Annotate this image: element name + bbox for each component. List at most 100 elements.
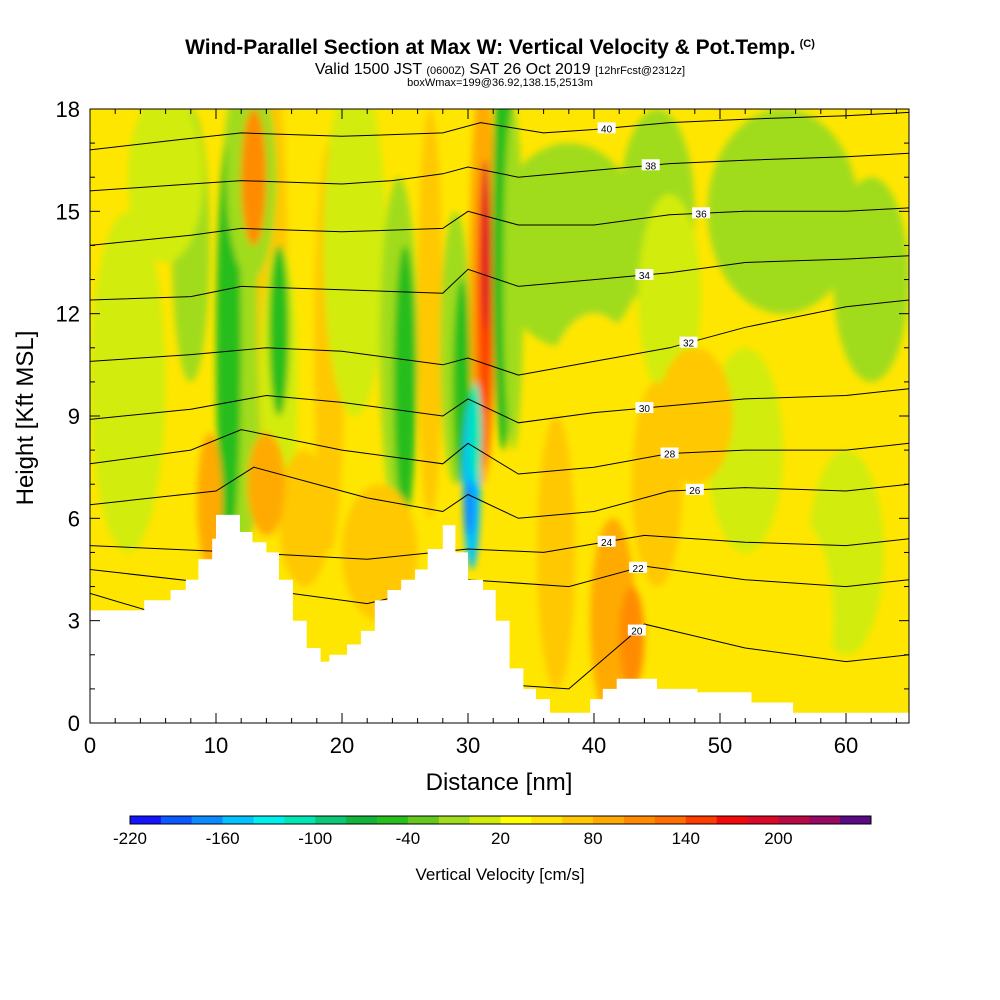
colorbar-swatch	[222, 816, 254, 824]
contour-label: 32	[683, 339, 695, 350]
contour-label: 28	[664, 450, 676, 461]
contour-label: 24	[601, 538, 613, 549]
velocity-cell	[342, 484, 418, 621]
colorbar-swatch	[809, 816, 841, 824]
colorbar-swatch	[130, 816, 162, 824]
contour-label: 40	[601, 124, 613, 135]
title-mark: (C)	[799, 38, 815, 50]
contour-label-bg	[597, 122, 616, 134]
terrain	[90, 514, 909, 723]
contour-label-bg	[679, 336, 698, 348]
terrain-mask	[90, 514, 909, 723]
velocity-cell	[279, 450, 330, 587]
theta-contour-line	[90, 466, 909, 519]
colorbar-title: Vertical Velocity [cm/s]	[415, 865, 584, 884]
y-tick-label: 0	[68, 711, 80, 736]
contour-label: 36	[696, 209, 708, 220]
theta-contour-line	[90, 299, 909, 376]
velocity-cell	[503, 109, 524, 451]
colorbar-swatch	[346, 816, 378, 824]
contour-label-bg	[635, 402, 654, 414]
velocity-cell	[127, 109, 204, 263]
velocity-cell	[268, 245, 290, 416]
contour-label: 26	[689, 486, 701, 497]
colorbar-swatch	[315, 816, 347, 824]
velocity-cell	[464, 480, 475, 536]
colorbar-tick-label: -100	[298, 829, 332, 848]
theta-contour-line	[90, 207, 909, 246]
contour-label-bg	[660, 447, 679, 459]
y-tick-label: 15	[56, 199, 80, 224]
contour-label-bg	[692, 207, 711, 219]
colorbar-swatch	[778, 816, 810, 824]
forecast-info: [12hrFcst@2312z]	[595, 65, 686, 77]
colorbar-swatch	[284, 816, 316, 824]
y-tick-label: 6	[68, 506, 80, 531]
contour-label-bg	[641, 159, 660, 171]
velocity-cell	[417, 109, 443, 519]
colorbar-swatch	[377, 816, 409, 824]
contour-label: 34	[639, 271, 651, 282]
colorbar-swatch	[253, 816, 285, 824]
x-axis-label: Distance [nm]	[426, 769, 573, 796]
velocity-cell	[638, 194, 702, 399]
colorbar-tick-label: 80	[584, 829, 603, 848]
colorbar-tick-label: -40	[396, 829, 421, 848]
contour-label: 20	[631, 627, 643, 638]
y-tick-label: 3	[68, 609, 80, 634]
contour-label-bg	[685, 483, 704, 495]
valid-date: SAT 26 Oct 2019	[469, 61, 591, 78]
x-tick-label: 0	[84, 733, 96, 758]
colorbar-swatch	[500, 816, 532, 824]
velocity-cell	[247, 433, 286, 536]
velocity-cell	[323, 109, 387, 416]
theta-contour-line	[90, 429, 909, 475]
velocity-cell	[393, 245, 417, 519]
colorbar-tick-label: -160	[206, 829, 240, 848]
x-tick-label: 50	[708, 733, 732, 758]
x-tick-label: 60	[834, 733, 858, 758]
colorbar-tick-label: -220	[113, 829, 147, 848]
theta-contour-line	[90, 111, 909, 151]
contour-labels: 20 22 24 26 28 30 32 34 36 38 40	[597, 122, 711, 638]
chart-title: Wind-Parallel Section at Max W: Vertical…	[185, 36, 815, 59]
colorbar-frame	[129, 815, 872, 825]
colorbar-swatch	[716, 816, 748, 824]
theta-contour-line	[90, 534, 909, 560]
y-tick-label: 12	[56, 302, 80, 327]
y-tick-label: 9	[68, 404, 80, 429]
colorbar-tick-label: 20	[491, 829, 510, 848]
contour-label: 38	[645, 161, 657, 172]
velocity-cell	[197, 433, 223, 570]
y-tick-label: 18	[56, 97, 80, 122]
colorbar-swatch	[407, 816, 440, 824]
velocity-cell	[619, 586, 645, 689]
colorbar-swatch	[624, 816, 656, 824]
theta-contour-line	[90, 255, 909, 301]
contour-label-bg	[627, 624, 646, 636]
valid-zulu: (0600Z)	[426, 65, 465, 77]
colorbar-swatch	[593, 816, 625, 824]
contour-label: 30	[639, 404, 651, 415]
velocity-cell	[241, 109, 267, 246]
colorbar-swatch	[562, 816, 594, 824]
x-tick-label: 20	[330, 733, 354, 758]
velocity-cell	[537, 416, 576, 689]
colorbar-swatch	[160, 816, 193, 824]
y-axis-label: Height [Kft MSL]	[12, 331, 39, 506]
velocity-cell	[493, 143, 645, 348]
x-tick-label: 30	[456, 733, 480, 758]
colorbar-swatch	[747, 816, 779, 824]
contour-label: 22	[633, 564, 645, 575]
colorbar-swatch	[469, 816, 501, 824]
velocity-cell	[833, 177, 909, 382]
velocity-cell	[90, 211, 166, 553]
contour-label-bg	[629, 561, 648, 573]
valid-prefix: Valid 1500 JST	[314, 61, 422, 78]
colorbar-tick-label: 200	[764, 829, 792, 848]
box-info: boxWmax=199@36.92,138.15,2513m	[407, 77, 593, 89]
velocity-cell	[481, 160, 490, 331]
colorbar-swatch	[654, 816, 687, 824]
